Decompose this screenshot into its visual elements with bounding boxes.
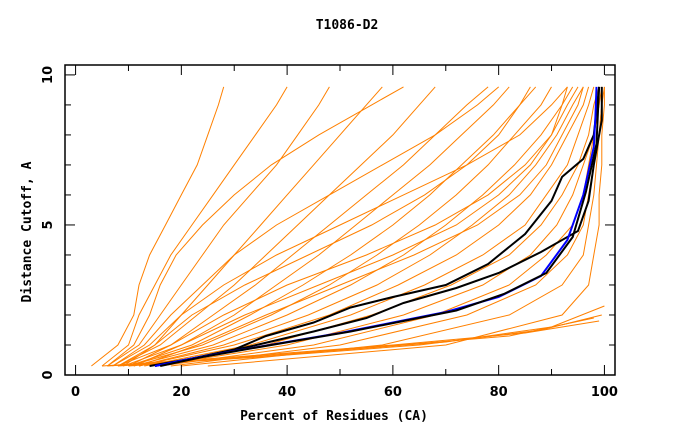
model-curve	[107, 86, 330, 367]
chart-title: T1086-D2	[316, 18, 379, 33]
model-curve	[106, 86, 404, 367]
model-curve	[117, 86, 489, 367]
model-curve	[128, 86, 579, 367]
model-curve	[133, 86, 574, 367]
axis-ticks: 0 20 40 60 80 100 0 5 10	[41, 65, 618, 400]
x-tick-label: 40	[278, 385, 296, 400]
highlight-curve-black	[149, 86, 601, 367]
model-curve	[138, 86, 584, 367]
curves-layer	[91, 86, 605, 367]
model-curve	[117, 86, 531, 367]
model-curve	[144, 86, 595, 367]
x-tick-label: 80	[490, 385, 508, 400]
y-axis-label: Distance Cutoff, A	[20, 161, 35, 302]
y-tick-label: 5	[41, 220, 56, 229]
model-curve	[91, 86, 225, 367]
model-curve	[207, 86, 605, 367]
model-curve	[112, 86, 383, 367]
plot-frame	[64, 64, 616, 376]
model-curve	[128, 86, 552, 367]
x-axis-label: Percent of Residues (CA)	[240, 409, 428, 424]
x-tick-label: 0	[71, 385, 80, 400]
model-curve	[122, 86, 568, 367]
y-tick-label: 0	[41, 370, 56, 379]
model-curve	[128, 86, 537, 367]
model-curve	[138, 86, 590, 367]
model-curve	[117, 86, 436, 367]
y-tick-label: 10	[41, 66, 56, 84]
model-curve	[138, 86, 584, 367]
highlight-curve-black	[159, 86, 601, 367]
x-tick-label: 20	[172, 385, 190, 400]
x-tick-label: 100	[591, 385, 618, 400]
model-curve	[112, 86, 500, 367]
model-curve	[154, 86, 600, 367]
model-curve	[101, 86, 288, 367]
x-tick-label: 60	[384, 385, 402, 400]
model-curve	[123, 86, 510, 367]
model-curve	[133, 86, 568, 367]
highlight-curve-black	[154, 86, 603, 367]
